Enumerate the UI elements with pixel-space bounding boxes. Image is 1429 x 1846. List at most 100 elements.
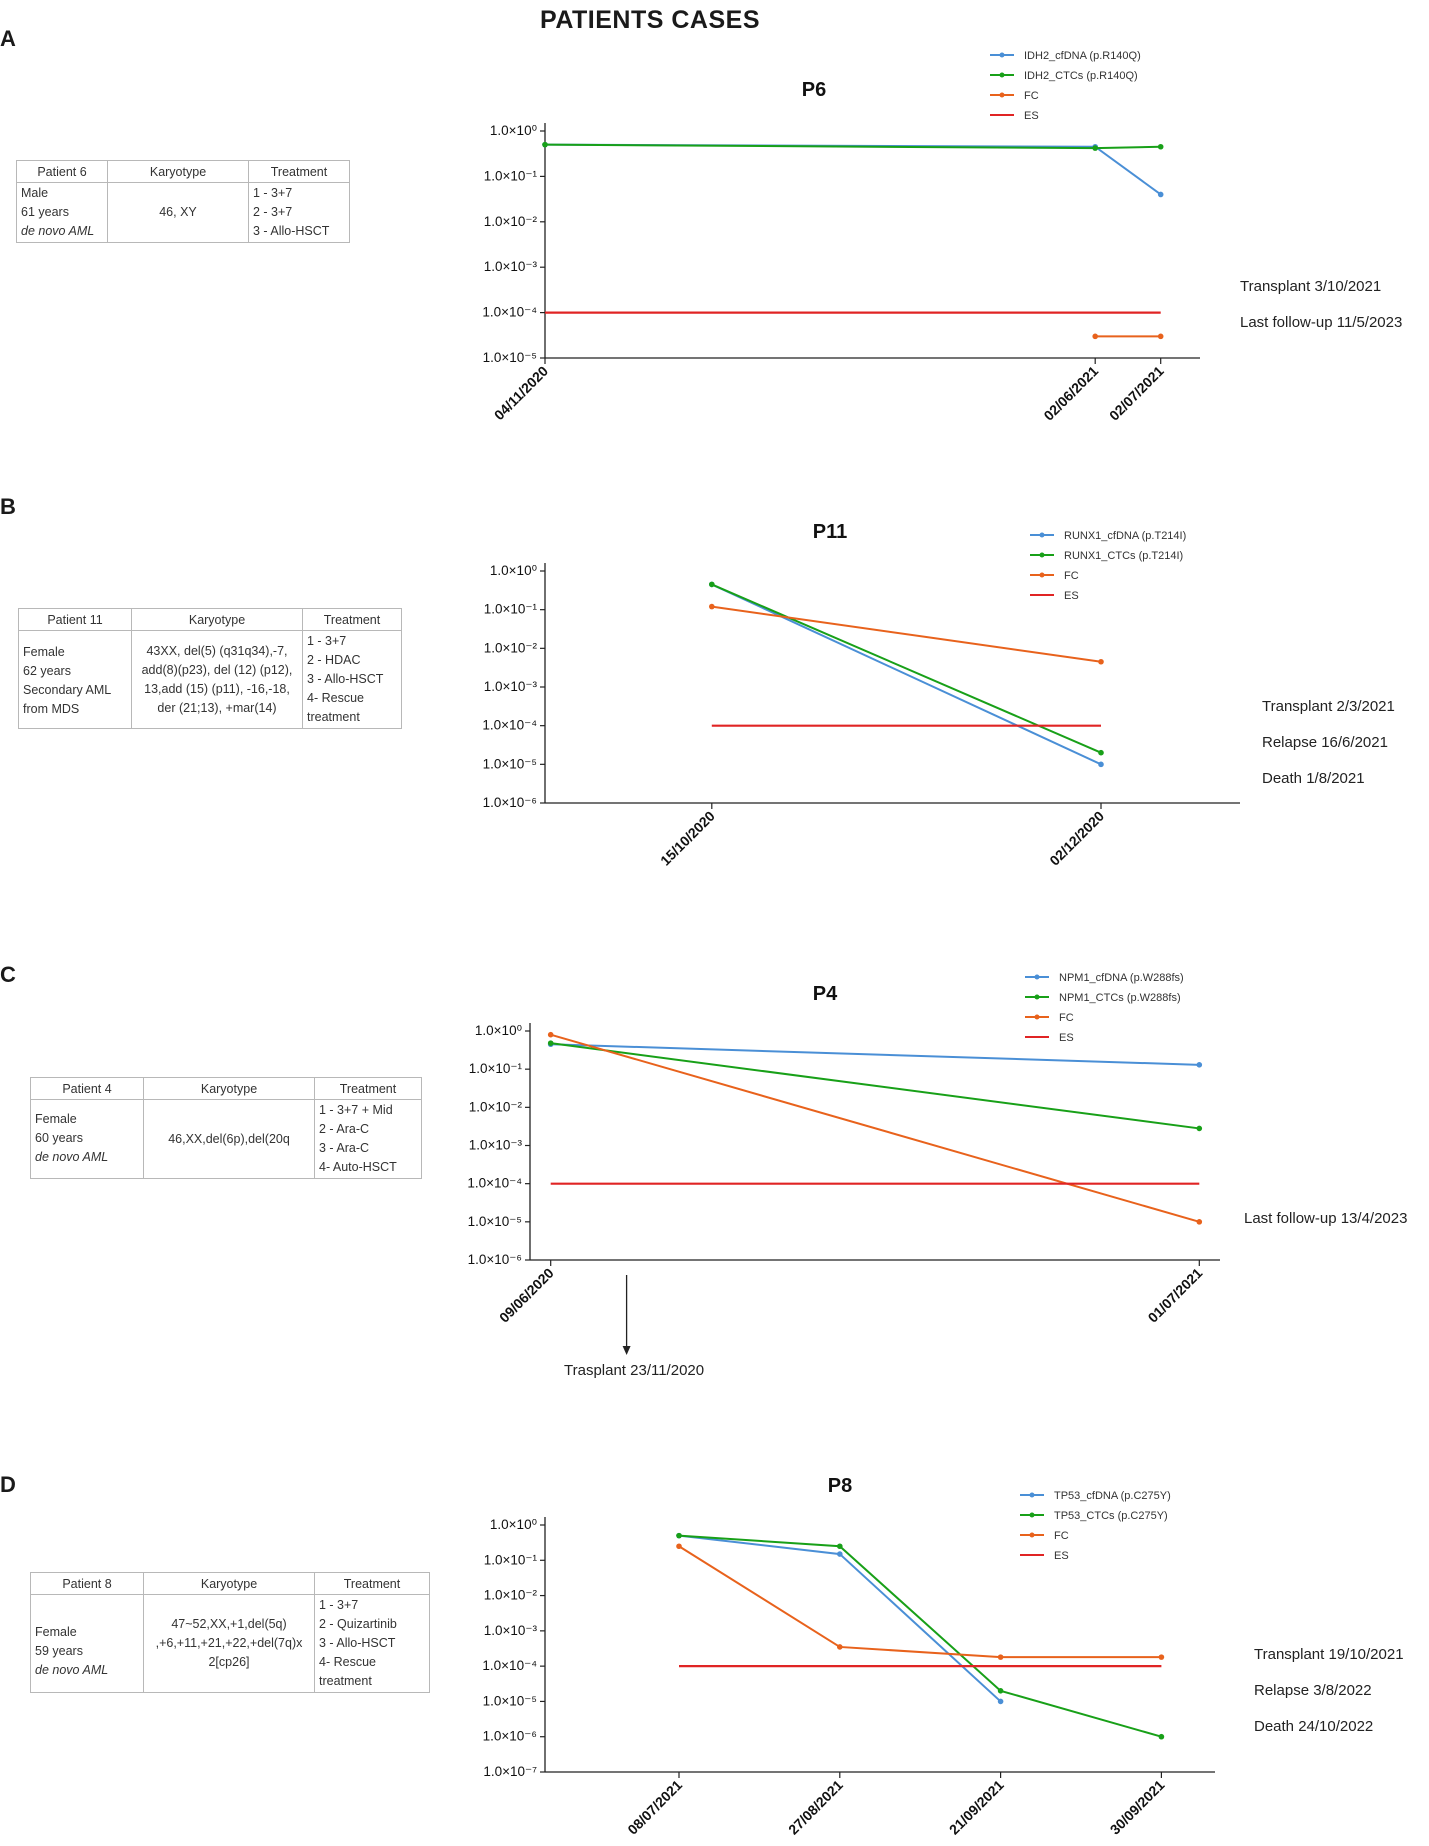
panel-letter-b: B: [0, 494, 16, 519]
patient-info-line: from MDS: [23, 702, 80, 716]
data-point: [997, 1698, 1004, 1705]
data-point: [1196, 1219, 1203, 1225]
y-tick-label: 1.0×10⁻²: [469, 1099, 523, 1114]
legend-label: TP53_CTCs (p.C275Y): [1054, 1510, 1168, 1522]
treatment-cell: 1 - 3+7 + Mid 2 - Ara-C 3 - Ara-C 4- Aut…: [314, 1099, 422, 1179]
patient-table-d: Patient 8 Karyotype Treatment Female 59 …: [30, 1572, 430, 1693]
y-tick-label: 1.0×10⁻³: [484, 259, 538, 274]
patient-info-cell: Male 61 years de novo AML: [16, 182, 108, 243]
y-tick-label: 1.0×10⁻⁵: [468, 1214, 522, 1229]
y-tick-label: 1.0×10⁻²: [484, 640, 538, 655]
patient-table-b: Patient 11 Karyotype Treatment Female 62…: [18, 608, 402, 729]
chart-p6: P6 1.0×10⁰ 1.0×10⁻¹ 1.0×10⁻² 1.0×10⁻³ 1.0×10⁻…: [482, 50, 1200, 424]
event-label: Relapse 3/8/2022: [1254, 1682, 1372, 1699]
x-tick-label: 21/09/2021: [946, 1777, 1007, 1838]
series-line: [678, 1534, 1002, 1703]
event-label: Death 1/8/2021: [1262, 770, 1365, 787]
legend-marker: [1039, 572, 1045, 578]
treatment-cell: 1 - 3+7 2 - HDAC 3 - Allo-HSCT 4- Rescue…: [302, 630, 402, 729]
legend-marker: [1039, 532, 1045, 538]
page-title: PATIENTS CASES: [540, 6, 760, 34]
patient-info-cell: Female 62 years Secondary AML from MDS: [18, 630, 132, 729]
patient-info-line: Female: [35, 1112, 77, 1126]
legend-marker: [999, 92, 1005, 98]
patient-info-line: 59 years: [35, 1644, 83, 1658]
patient-info-line: Male: [21, 186, 49, 200]
events-b: Transplant 2/3/2021 Relapse 16/6/2021 De…: [1262, 698, 1395, 806]
event-label: Death 24/10/2022: [1254, 1718, 1374, 1735]
panel-letter-c: C: [0, 962, 16, 987]
y-tick-label: 1.0×10⁻¹: [484, 602, 538, 617]
data-point: [1196, 1125, 1203, 1132]
treatment-line: 3 - Allo-HSCT: [307, 672, 384, 686]
karyotype-cell: 46, XY: [107, 182, 249, 243]
treatment-line: 4- Rescue: [307, 691, 364, 705]
data-point: [997, 1688, 1004, 1694]
treatment-line: 3 - Ara-C: [319, 1141, 370, 1155]
data-point: [1157, 143, 1164, 150]
series-tp53-ctcs: [676, 1532, 1165, 1740]
legend-marker: [1029, 1492, 1035, 1498]
treatment-line: treatment: [307, 710, 360, 724]
data-point: [1098, 658, 1104, 665]
patient-info-line: Female: [35, 1625, 77, 1639]
x-tick-label: 01/07/2021: [1145, 1265, 1206, 1326]
event-label: Last follow-up 11/5/2023: [1240, 314, 1403, 331]
data-point: [1158, 1733, 1165, 1740]
patient-info-cell: Female 59 years de novo AML: [30, 1594, 144, 1693]
x-tick-label: 08/07/2021: [624, 1777, 685, 1838]
chart-p4: P4 1.0×10⁰ 1.0×10⁻¹ 1.0×10⁻² 1.0×10⁻³ 1.0×10⁻…: [467, 972, 1220, 1355]
patient-info-line: de novo AML: [35, 1663, 109, 1677]
y-tick-label: 1.0×10⁻⁵: [483, 756, 537, 771]
patient-info-line: de novo AML: [35, 1150, 109, 1164]
data-point: [837, 1644, 843, 1650]
legend-label: ES: [1024, 110, 1039, 122]
series-line: [678, 1534, 1162, 1738]
patient-info-line: 62 years: [23, 664, 71, 678]
series-tp53-cfdna: [676, 1532, 1004, 1705]
legend-label: FC: [1054, 1530, 1069, 1542]
legend-marker: [1034, 974, 1040, 980]
data-point: [676, 1532, 682, 1539]
panel-letter-a: A: [0, 26, 16, 51]
chart-p8: P8 1.0×10⁰ 1.0×10⁻¹ 1.0×10⁻² 1.0×10⁻³ 1.0×10⁻…: [482, 1475, 1215, 1838]
karyotype-cell: 43XX, del(5) (q31q34),-7, add(8)(p23), d…: [131, 630, 303, 729]
treatment-line: 2 - Quizartinib: [319, 1617, 397, 1631]
patient-table-a: Patient 6 Karyotype Treatment Male 61 ye…: [16, 160, 350, 243]
treatment-line: 2 - Ara-C: [319, 1122, 370, 1136]
legend-label: RUNX1_CTCs (p.T214I): [1064, 550, 1183, 562]
panel-letter-d: D: [0, 1472, 16, 1497]
patient-info-line: de novo AML: [21, 224, 95, 238]
patient-info-line: Secondary AML: [23, 683, 112, 697]
legend-marker: [1029, 1532, 1035, 1538]
data-point: [1098, 761, 1104, 768]
series-line: [711, 605, 1102, 663]
treatment-line: 1 - 3+7: [319, 1598, 359, 1612]
y-tick-label: 1.0×10⁻²: [484, 214, 538, 229]
data-point: [1092, 333, 1098, 340]
treatment-line: 3 - Allo-HSCT: [319, 1636, 396, 1650]
y-tick-label: 1.0×10⁻¹: [469, 1061, 523, 1076]
treatment-line: 1 - 3+7: [307, 634, 347, 648]
treatment-line: 4- Rescue: [319, 1655, 376, 1669]
legend-label: ES: [1059, 1032, 1074, 1044]
data-point: [1157, 333, 1164, 340]
y-tick-label: 1.0×10⁰: [490, 123, 538, 138]
karyotype-cell: 46,XX,del(6p),del(20q: [143, 1099, 315, 1179]
series-idh2-ctcs: [542, 141, 1164, 151]
series-idh2-cfdna: [542, 141, 1164, 198]
series-npm1-ctcs: [547, 1040, 1203, 1132]
treatment-line: 1 - 3+7: [253, 186, 293, 200]
series-fc: [709, 603, 1104, 665]
series-line: [711, 583, 1102, 766]
y-tick-label: 1.0×10⁻³: [469, 1138, 523, 1153]
chart-title: P4: [813, 983, 838, 1005]
table-header: Patient 8: [30, 1572, 144, 1595]
patient-info-line: Female: [23, 645, 65, 659]
legend-label: RUNX1_cfDNA (p.T214I): [1064, 530, 1186, 542]
treatment-line: 4- Auto-HSCT: [319, 1160, 397, 1174]
treatment-line: 2 - HDAC: [307, 653, 361, 667]
y-tick-label: 1.0×10⁻⁶: [483, 795, 537, 810]
data-point: [1158, 1654, 1165, 1660]
